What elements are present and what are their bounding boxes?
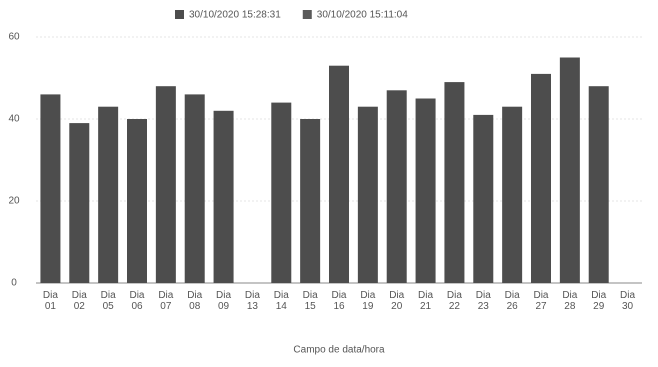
x-tick-label: Dia 14	[273, 290, 289, 312]
bar	[300, 119, 321, 283]
bar	[386, 90, 407, 283]
bar	[329, 65, 349, 283]
x-tick-label: Dia 16	[331, 290, 347, 312]
y-tick-label: 60	[8, 32, 20, 43]
bar	[444, 82, 465, 283]
x-tick-label: Dia 19	[360, 290, 376, 312]
x-tick-label: Dia 22	[446, 290, 462, 312]
x-tick-label: Dia 09	[216, 290, 232, 312]
y-tick-label: 0	[11, 278, 17, 289]
x-tick-label: Dia 15	[302, 290, 318, 312]
y-tick-label: 20	[8, 196, 20, 207]
x-tick-label: Dia 20	[389, 290, 405, 312]
x-tick-label: Dia 07	[158, 290, 174, 312]
legend-swatch	[302, 10, 312, 19]
bar	[473, 114, 494, 284]
bar	[127, 119, 147, 283]
bar	[271, 102, 292, 283]
bar	[184, 94, 205, 284]
x-tick-label: Dia 23	[475, 290, 491, 312]
x-tick-label: Dia 28	[562, 290, 578, 312]
x-axis-title: Campo de data/hora	[293, 345, 385, 356]
x-tick-label: Dia 06	[129, 290, 145, 312]
x-tick-label: Dia 13	[244, 290, 260, 312]
y-tick-label: 40	[8, 114, 20, 125]
x-tick-label: Dia 02	[71, 290, 87, 312]
bar	[531, 73, 551, 284]
x-tick-label: Dia 29	[591, 290, 607, 312]
legend-label: 30/10/2020 15:11:04	[317, 10, 408, 21]
bar	[98, 106, 119, 283]
bar	[213, 110, 234, 283]
bar	[40, 94, 61, 284]
x-tick-label: Dia 08	[187, 290, 203, 312]
bar	[155, 86, 176, 283]
x-tick-label: Dia 27	[533, 290, 549, 312]
bar	[502, 106, 523, 283]
x-tick-label: Dia 30	[620, 290, 636, 312]
legend-label: 30/10/2020 15:28:31	[189, 10, 281, 21]
bar	[357, 106, 378, 283]
bar	[559, 57, 580, 283]
legend-swatch	[175, 10, 184, 19]
x-tick-label: Dia 05	[100, 290, 116, 312]
bar	[415, 98, 436, 283]
x-tick-label: Dia 01	[42, 290, 58, 312]
bar	[69, 123, 90, 283]
bar	[588, 86, 609, 283]
x-tick-label: Dia 26	[504, 290, 520, 312]
x-tick-label: Dia 21	[418, 290, 434, 312]
